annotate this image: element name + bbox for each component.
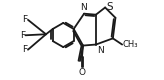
Text: CH₃: CH₃ xyxy=(123,40,138,49)
Text: F: F xyxy=(20,31,25,40)
Text: N: N xyxy=(80,3,87,12)
Text: N: N xyxy=(97,46,104,55)
Text: F: F xyxy=(22,15,27,24)
Text: S: S xyxy=(106,2,113,12)
Text: O: O xyxy=(79,68,85,77)
Text: F: F xyxy=(22,45,27,54)
